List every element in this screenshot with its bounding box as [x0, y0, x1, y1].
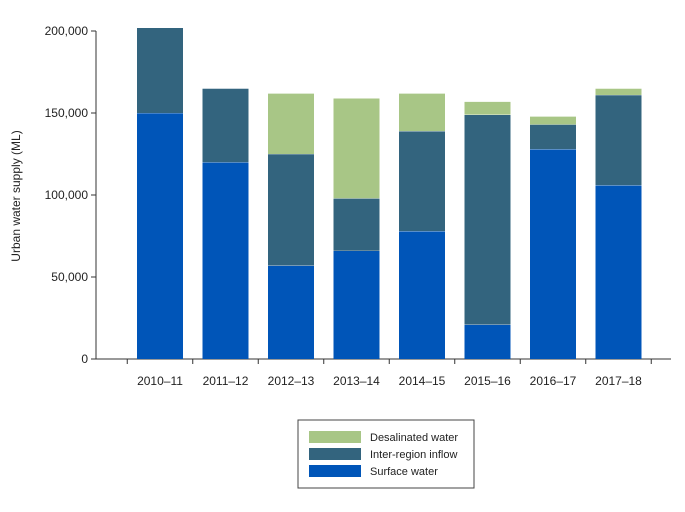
bar-segment-inter-region-inflow: [399, 131, 445, 232]
bar-segment-inter-region-inflow: [595, 94, 642, 186]
legend-swatch: [309, 431, 361, 443]
x-tick-label: 2012–13: [268, 374, 315, 388]
legend-label: Surface water: [370, 466, 438, 478]
chart-legend: Desalinated water Inter-region inflow Surf…: [297, 419, 475, 489]
bar-segment-inter-region-inflow: [137, 27, 183, 113]
y-tick-label: 100,000: [45, 188, 89, 202]
bar-segment-desalinated-water: [595, 88, 642, 95]
bar-segment-surface-water: [399, 231, 445, 359]
x-axis-tick-labels: 2010–11 2011–12 2012–13 2013–14 2014–15 2015–…: [137, 374, 642, 388]
bar-segment-surface-water: [333, 250, 380, 359]
x-tick-label: 2015–16: [464, 374, 511, 388]
x-tick-label: 2014–15: [399, 374, 446, 388]
legend-swatch: [309, 448, 361, 460]
y-axis-title: Urban water supply (ML): [9, 130, 23, 261]
bar-segment-desalinated-water: [530, 116, 576, 125]
bar-segment-inter-region-inflow: [268, 154, 314, 266]
x-tick-label: 2016–17: [530, 374, 577, 388]
x-tick-label: 2017–18: [595, 374, 642, 388]
x-tick-label: 2011–12: [203, 374, 249, 388]
bar-segment-desalinated-water: [333, 98, 380, 199]
bar-segment-surface-water: [464, 324, 511, 359]
legend-label: Desalinated water: [370, 432, 458, 444]
bar-segment-surface-water: [202, 162, 249, 359]
bar-segment-surface-water: [268, 265, 314, 359]
bar-segment-desalinated-water: [399, 93, 445, 132]
legend-swatch: [309, 465, 361, 477]
y-tick-label: 150,000: [45, 106, 89, 120]
bar-segment-inter-region-inflow: [333, 198, 380, 251]
legend-label: Inter-region inflow: [370, 449, 457, 461]
y-tick-label: 50,000: [51, 270, 88, 284]
bar-segment-inter-region-inflow: [202, 88, 249, 163]
x-tick-label: 2013–14: [333, 374, 380, 388]
bar-segment-surface-water: [595, 185, 642, 359]
chart-bars: [137, 27, 642, 359]
bar-segment-inter-region-inflow: [530, 124, 576, 150]
bar-segment-desalinated-water: [464, 101, 511, 115]
bar-segment-surface-water: [137, 113, 183, 359]
bar-segment-inter-region-inflow: [464, 114, 511, 325]
bar-segment-surface-water: [530, 149, 576, 359]
y-tick-label: 0: [81, 352, 88, 366]
bar-segment-desalinated-water: [268, 93, 314, 154]
y-axis-tick-labels: 0 50,000 100,000 150,000 200,000: [45, 24, 89, 366]
x-tick-label: 2010–11: [137, 374, 183, 388]
y-tick-label: 200,000: [45, 24, 89, 38]
